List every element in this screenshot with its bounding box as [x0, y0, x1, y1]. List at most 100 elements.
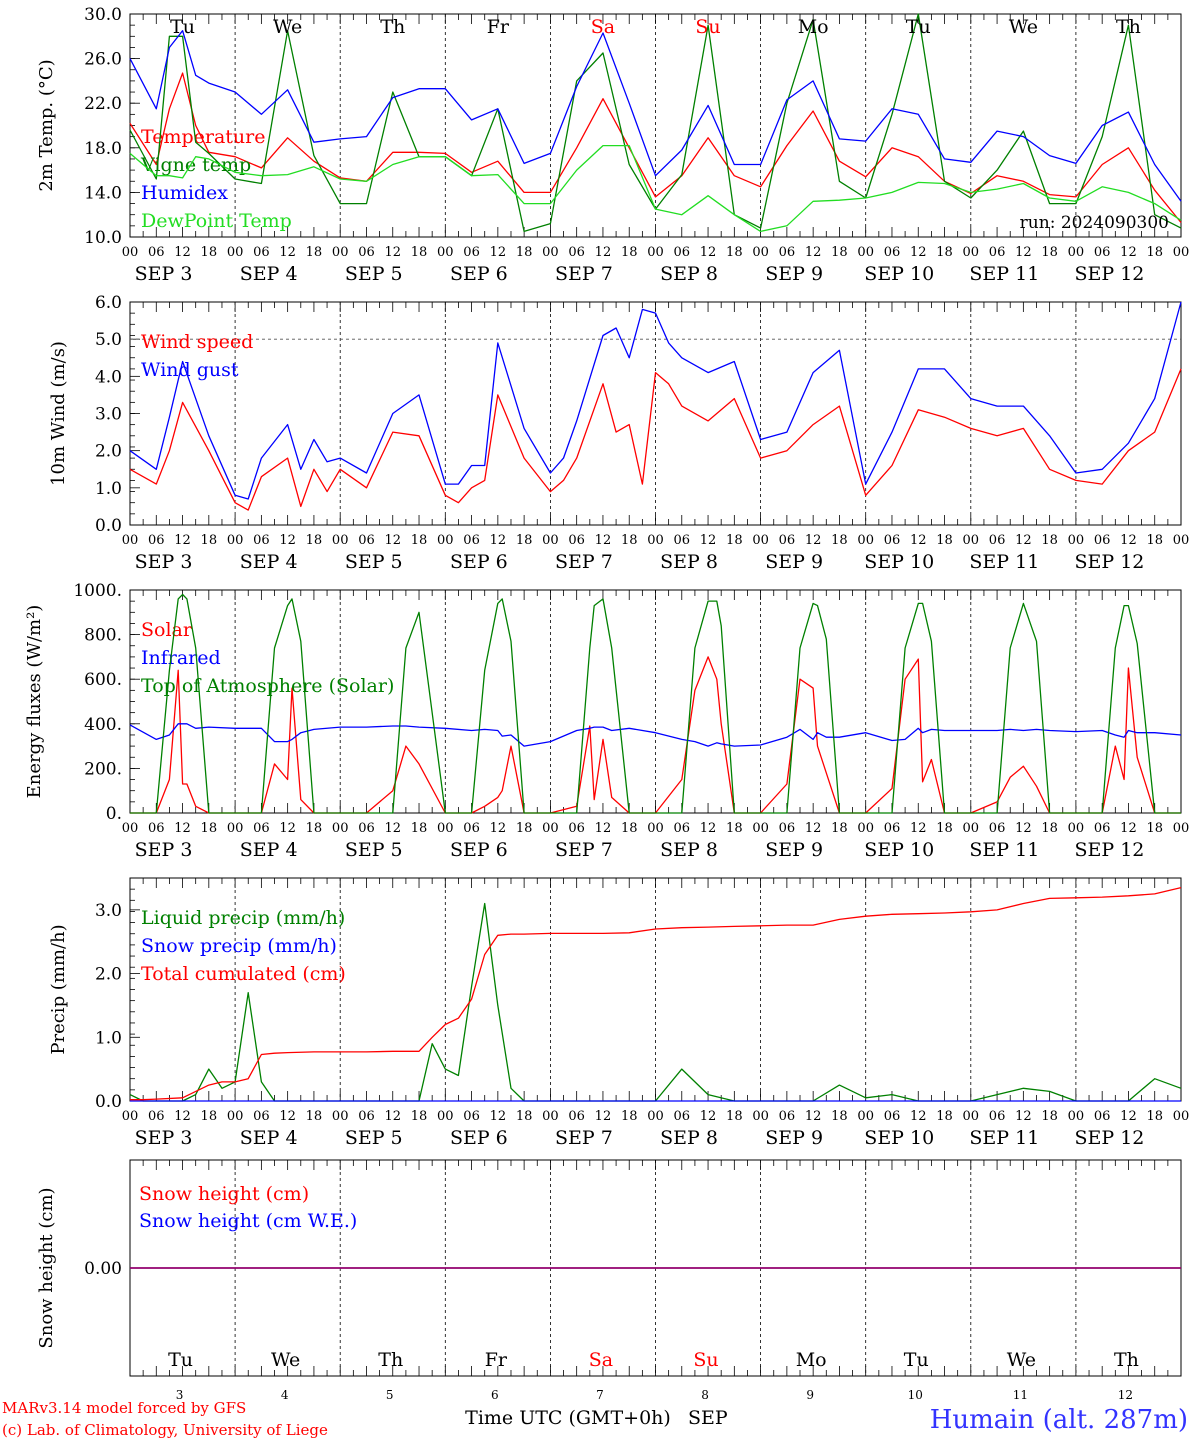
hour-tick-label: 00: [857, 533, 874, 548]
run-label: run: 2024090300: [1020, 213, 1169, 233]
hour-tick-label: 00: [1068, 821, 1085, 836]
weekday-label-bottom: Sa: [589, 1349, 613, 1371]
hour-tick-label: 00: [122, 245, 139, 260]
hour-tick-label: 00: [647, 533, 664, 548]
date-label: SEP 8: [660, 263, 718, 285]
hour-tick-label: 00: [227, 533, 244, 548]
hour-tick-label: 12: [279, 821, 296, 836]
hour-tick-label: 18: [306, 245, 323, 260]
hour-tick-label: 12: [384, 533, 401, 548]
hour-tick-label: 00: [122, 533, 139, 548]
y-tick-label: 0.: [106, 804, 122, 824]
date-label: SEP 7: [555, 839, 613, 861]
y-tick-label: 22.0: [84, 94, 122, 114]
weekday-label-top: Su: [695, 16, 720, 38]
date-label: SEP 12: [1075, 1127, 1145, 1149]
hour-tick-label: 00: [1068, 1109, 1085, 1124]
legend-2: Snow height (cm W.E.): [139, 1210, 357, 1232]
weekday-label-bottom: Fr: [485, 1349, 508, 1371]
hour-tick-label: 12: [805, 533, 822, 548]
y-tick-label: 2.0: [95, 442, 122, 462]
y-tick-label: 400.: [84, 715, 122, 735]
hour-tick-label: 18: [306, 1109, 323, 1124]
hour-tick-label: 18: [1146, 533, 1163, 548]
date-label: SEP 5: [345, 1127, 403, 1149]
hour-tick-label: 12: [910, 245, 927, 260]
y-tick-label: 0.0: [95, 516, 122, 536]
hour-tick-label: 18: [1146, 245, 1163, 260]
date-label: SEP 10: [864, 551, 934, 573]
hour-tick-label: 06: [358, 245, 375, 260]
panel-1: 00 06 12 18 00 06 12 18 00 06 12 18 00 06 12 18 00 06 12 18…: [36, 5, 1189, 285]
hour-tick-label: 00: [963, 533, 980, 548]
y-tick-label: 1.0: [95, 1028, 122, 1048]
hour-tick-label: 06: [1094, 533, 1111, 548]
hour-tick-label: 18: [1146, 1109, 1163, 1124]
hour-tick-label: 12: [384, 245, 401, 260]
hour-tick-label: 12: [174, 245, 191, 260]
hour-tick-label: 06: [1094, 245, 1111, 260]
hour-tick-label: 00: [542, 245, 559, 260]
hour-tick-label: 06: [1094, 1109, 1111, 1124]
hour-tick-label: 06: [674, 821, 691, 836]
hour-tick-label: 18: [621, 1109, 638, 1124]
weekday-label-bottom: Th: [378, 1349, 403, 1371]
y-tick-label: 0.0: [95, 1092, 122, 1112]
hour-tick-label: 00: [542, 821, 559, 836]
hour-tick-label: 00: [1173, 533, 1190, 548]
legend-3: Total cumulated (cm): [141, 963, 346, 985]
hour-tick-label: 00: [1173, 1109, 1190, 1124]
hour-tick-label: 00: [857, 821, 874, 836]
y-tick-label: 14.0: [84, 183, 122, 203]
hour-tick-label: 18: [936, 245, 953, 260]
legend-2: Wind gust: [141, 359, 239, 381]
hour-tick-label: 12: [700, 245, 717, 260]
hour-tick-label: 06: [989, 821, 1006, 836]
y-axis-label: Precip (mm/h): [48, 924, 69, 1054]
hour-tick-label: 18: [936, 821, 953, 836]
time-axis-label: Time UTC (GMT+0h): [465, 1407, 671, 1429]
weekday-label-top: Th: [380, 16, 405, 38]
y-tick-label: 1000.: [73, 581, 122, 601]
hour-tick-label: 12: [595, 245, 612, 260]
hour-tick-label: 00: [857, 1109, 874, 1124]
y-tick-label: 1.0: [95, 479, 122, 499]
hour-tick-label: 12: [490, 533, 507, 548]
legend-2: Infrared: [141, 647, 221, 669]
day-number: 6: [491, 1388, 499, 1402]
weekday-label-bottom: We: [271, 1349, 300, 1371]
hour-tick-label: 12: [700, 821, 717, 836]
hour-tick-label: 06: [989, 245, 1006, 260]
day-number: 12: [1118, 1388, 1133, 1402]
hour-tick-label: 12: [700, 533, 717, 548]
y-tick-label: 800.: [84, 626, 122, 646]
y-axis-label: 10m Wind (m/s): [48, 341, 69, 486]
date-label: SEP 7: [555, 263, 613, 285]
hour-tick-label: 06: [989, 1109, 1006, 1124]
hour-tick-label: 18: [201, 821, 218, 836]
y-tick-label: 18.0: [84, 139, 122, 159]
date-label: SEP 4: [240, 263, 298, 285]
hour-tick-label: 12: [1120, 245, 1137, 260]
date-label: SEP 6: [450, 839, 508, 861]
date-label: SEP 10: [864, 839, 934, 861]
hour-tick-label: 18: [201, 1109, 218, 1124]
hour-tick-label: 18: [201, 533, 218, 548]
hour-tick-label: 06: [884, 533, 901, 548]
hour-tick-label: 06: [674, 245, 691, 260]
series-line-2: [129, 13, 1182, 233]
hour-tick-label: 06: [358, 533, 375, 548]
date-label: SEP 3: [135, 1127, 193, 1149]
date-label: SEP 5: [345, 551, 403, 573]
hour-tick-label: 18: [621, 245, 638, 260]
hour-tick-label: 06: [884, 821, 901, 836]
hour-tick-label: 12: [1015, 533, 1032, 548]
hour-tick-label: 12: [1120, 1109, 1137, 1124]
hour-tick-label: 18: [201, 245, 218, 260]
weekday-label-top: Sa: [591, 16, 615, 38]
weekday-label-bottom: Tu: [904, 1349, 929, 1371]
hour-tick-label: 18: [1041, 821, 1058, 836]
hour-tick-label: 06: [779, 821, 796, 836]
hour-tick-label: 18: [411, 533, 428, 548]
series-line-1: [129, 368, 1182, 511]
